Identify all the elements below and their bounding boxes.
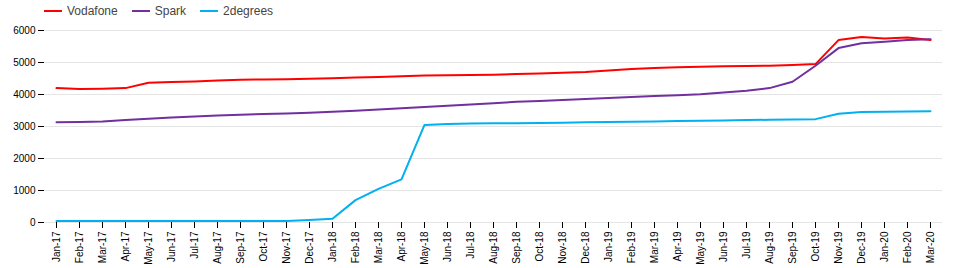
svg-text:Mar-17: Mar-17 [97, 231, 108, 263]
svg-text:2000: 2000 [13, 153, 36, 164]
svg-text:Jun-19: Jun-19 [718, 231, 729, 262]
svg-text:Jan-19: Jan-19 [603, 231, 614, 262]
svg-text:Aug-19: Aug-19 [764, 231, 775, 264]
svg-text:1000: 1000 [13, 185, 36, 196]
svg-text:Feb-19: Feb-19 [626, 231, 637, 263]
svg-text:Aug-18: Aug-18 [488, 231, 499, 264]
svg-text:May-18: May-18 [419, 231, 430, 265]
svg-text:Jun-18: Jun-18 [442, 231, 453, 262]
svg-text:4000: 4000 [13, 89, 36, 100]
svg-text:Aug-17: Aug-17 [212, 231, 223, 264]
svg-text:May-17: May-17 [143, 231, 154, 265]
svg-text:Oct-18: Oct-18 [534, 231, 545, 261]
svg-text:Sep-19: Sep-19 [787, 231, 798, 264]
svg-text:Oct-19: Oct-19 [810, 231, 821, 261]
svg-text:Dec-17: Dec-17 [304, 231, 315, 264]
svg-text:Apr-18: Apr-18 [396, 231, 407, 261]
svg-text:Jan-18: Jan-18 [327, 231, 338, 262]
svg-text:Jan-17: Jan-17 [51, 231, 62, 262]
svg-text:May-19: May-19 [695, 231, 706, 265]
svg-text:Mar-20: Mar-20 [925, 231, 936, 263]
svg-text:Apr-17: Apr-17 [120, 231, 131, 261]
svg-text:Oct-17: Oct-17 [258, 231, 269, 261]
svg-text:5000: 5000 [13, 57, 36, 68]
svg-text:Jul-19: Jul-19 [741, 231, 752, 259]
svg-text:Feb-20: Feb-20 [902, 231, 913, 263]
svg-text:Jan-20: Jan-20 [879, 231, 890, 262]
svg-text:Mar-19: Mar-19 [649, 231, 660, 263]
svg-text:Mar-18: Mar-18 [373, 231, 384, 263]
svg-text:6000: 6000 [13, 25, 36, 36]
html-text:2degrees: 2degrees [223, 4, 274, 18]
svg-text:Jul-18: Jul-18 [465, 231, 476, 259]
svg-text:Sep-17: Sep-17 [235, 231, 246, 264]
svg-text:Feb-18: Feb-18 [350, 231, 361, 263]
svg-text:Feb-17: Feb-17 [74, 231, 85, 263]
svg-text:3000: 3000 [13, 121, 36, 132]
svg-text:0: 0 [30, 217, 36, 228]
svg-text:Jun-17: Jun-17 [166, 231, 177, 262]
html-text:Vodafone: Vodafone [67, 4, 118, 18]
svg-text:Nov-18: Nov-18 [557, 231, 568, 264]
svg-text:Apr-19: Apr-19 [672, 231, 683, 261]
html-text:Spark: Spark [154, 4, 187, 18]
svg-text:Nov-17: Nov-17 [281, 231, 292, 264]
svg-text:Nov-19: Nov-19 [833, 231, 844, 264]
svg-text:Dec-18: Dec-18 [580, 231, 591, 264]
svg-text:Dec-19: Dec-19 [856, 231, 867, 264]
svg-text:Sep-18: Sep-18 [511, 231, 522, 264]
svg-text:Jul-17: Jul-17 [189, 231, 200, 259]
